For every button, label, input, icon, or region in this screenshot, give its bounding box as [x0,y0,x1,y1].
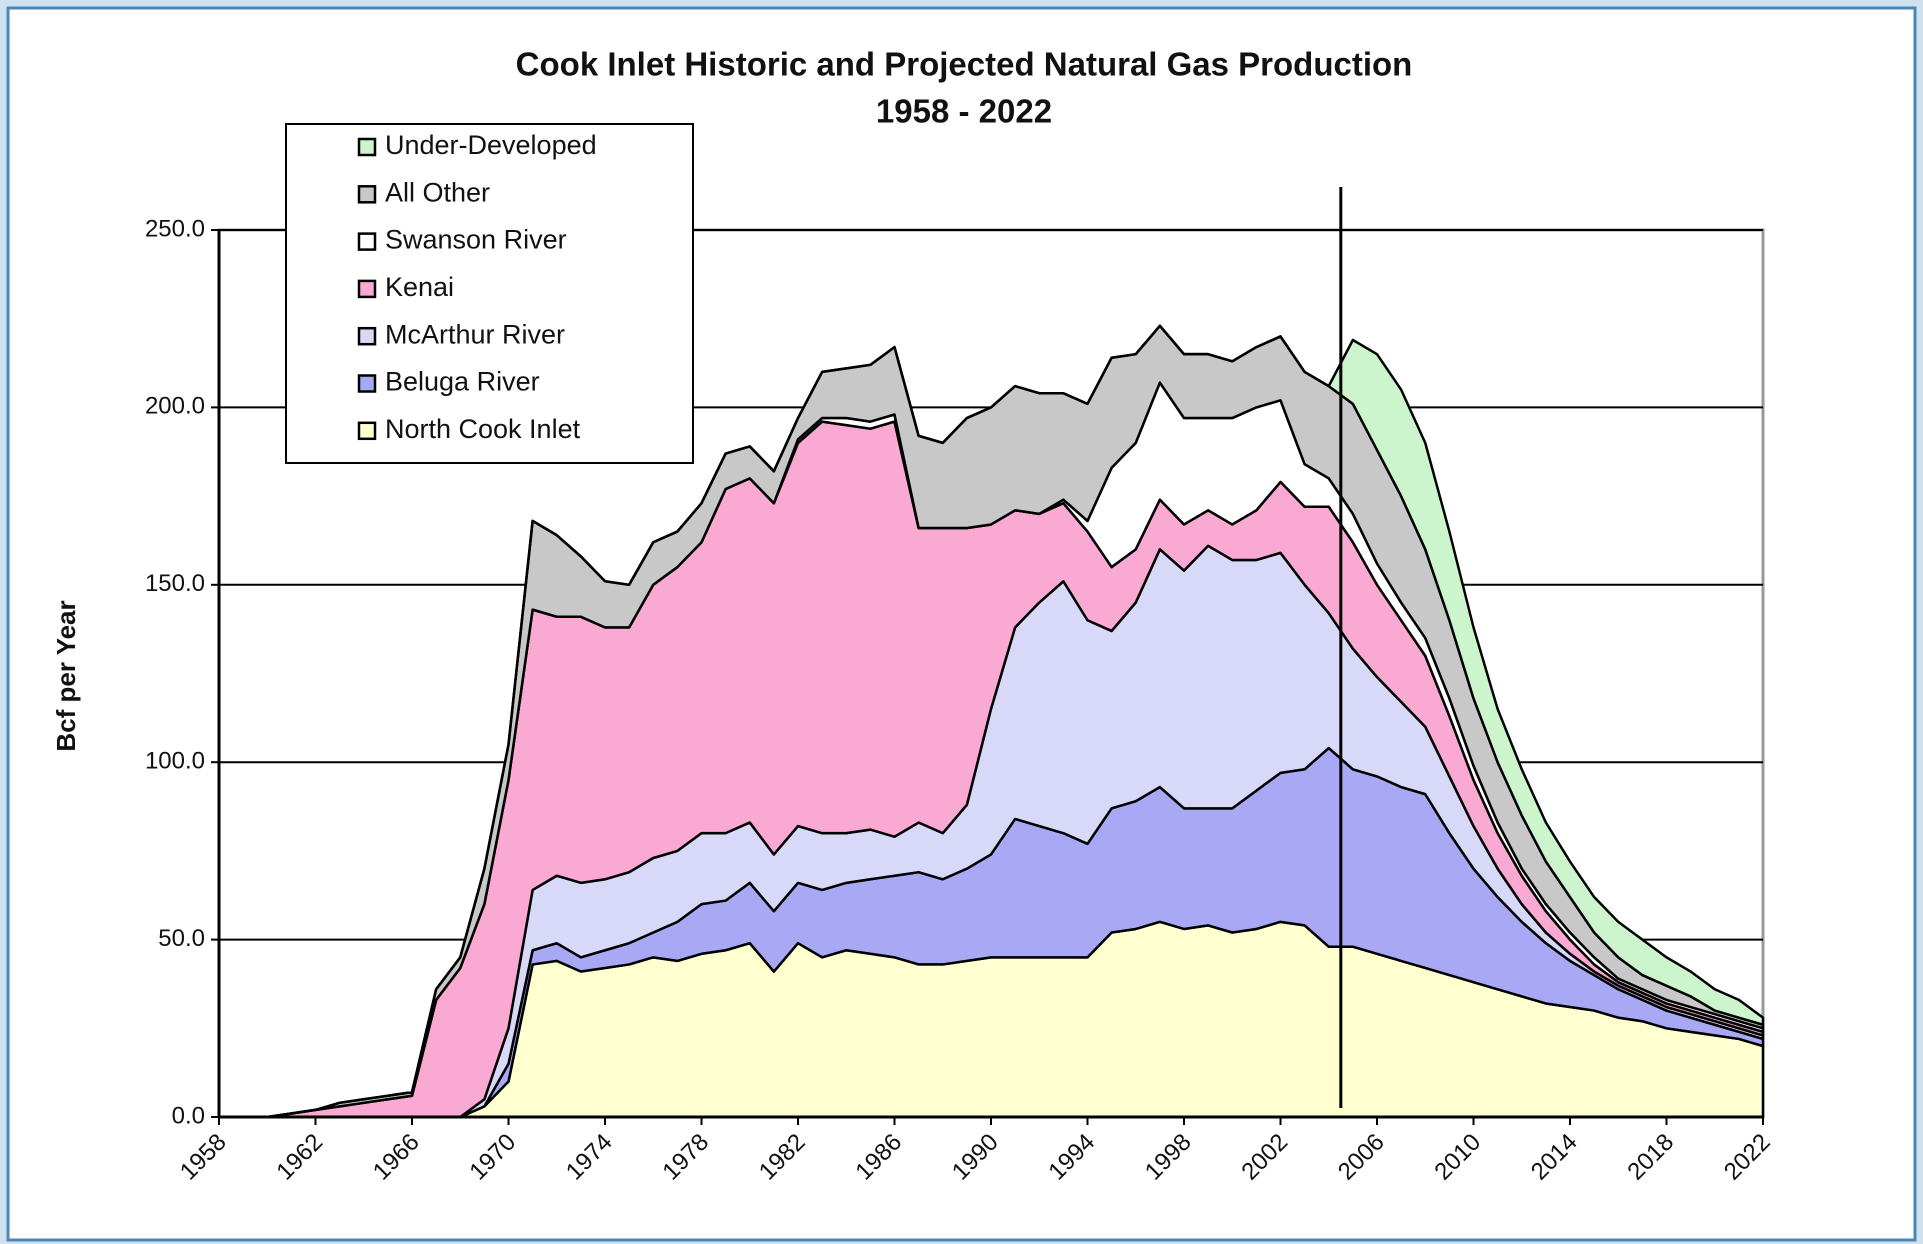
legend-swatch [357,326,377,346]
legend-box [285,123,694,464]
y-tick-label: 150.0 [145,570,205,597]
legend-label: Kenai [385,272,454,302]
legend-swatch [357,279,377,299]
y-tick-label: 0.0 [172,1102,205,1129]
chart-subtitle: 1958 - 2022 [876,93,1052,130]
area [217,324,1765,1119]
legend-label: McArthur River [385,319,565,349]
legend: Under-Developed All Other Swanson River Ken… [285,123,694,464]
legend-label: Under-Developed [385,130,597,160]
legend-swatch [357,374,377,393]
legend-label: All Other [385,177,490,207]
legend-swatch [357,137,377,157]
legend-label: North Cook Inlet [385,414,581,444]
legend-swatch [357,185,377,204]
y-tick-label: 250.0 [145,215,205,242]
chart-title: Cook Inlet Historic and Projected Natura… [516,46,1413,83]
y-tick-label: 200.0 [145,393,205,420]
y-axis-label: Bcf per Year [51,600,81,751]
legend-label: Swanson River [385,225,567,255]
legend-swatch [357,232,377,251]
y-tick-label: 100.0 [145,748,205,775]
legend-label: Beluga River [385,367,540,397]
y-tick-label: 50.0 [158,925,205,952]
legend-swatch [357,421,377,441]
